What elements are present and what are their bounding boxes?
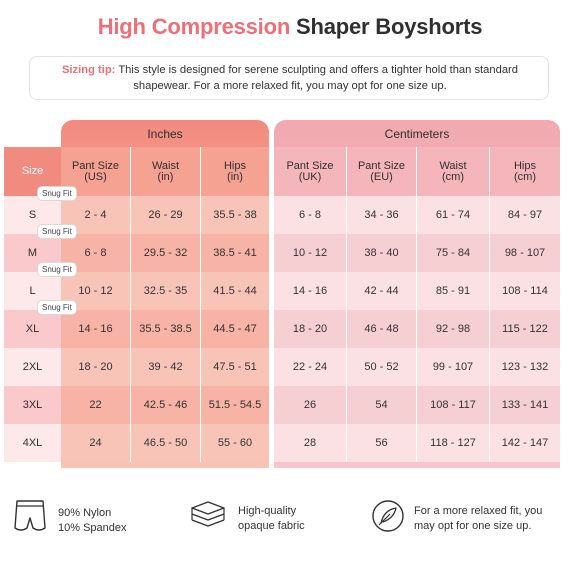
size-cell: XL Snug Fit: [4, 300, 77, 348]
hips-cm-cell: 98 - 107: [489, 234, 560, 272]
us-pant-size-cell: 14 - 16: [61, 310, 130, 348]
waist-cm-cell: 85 - 91: [416, 272, 489, 310]
table-row: L Snug Fit 10 - 12 32.5 - 35 41.5 - 44 14…: [4, 262, 560, 310]
table-row: XL Snug Fit 14 - 16 35.5 - 38.5 44.5 - 47…: [4, 300, 560, 348]
boyshorts-outline-icon: [12, 498, 48, 543]
hips-cm-cell: 108 - 114: [489, 272, 560, 310]
feather-circle-icon: [370, 498, 406, 539]
hips-in-cell: 38.5 - 41: [200, 234, 269, 272]
eu-pant-size-cell: 38 - 40: [346, 234, 416, 272]
title-rest: Shaper Boyshorts: [296, 14, 483, 39]
hips-in-cell: 55 - 60: [200, 424, 269, 462]
uk-pant-size-cell: 18 - 20: [274, 310, 346, 348]
feature-quality: High-quality opaque fabric: [188, 498, 305, 539]
table-header-row: Size Pant Size (US) Waist (in) Hips (in) Pa…: [4, 147, 560, 196]
hips-cm-cell: 133 - 141: [489, 386, 560, 424]
hips-cm-header: Hips (cm): [489, 147, 560, 196]
hips-in-cell: 41.5 - 44: [200, 272, 269, 310]
waist-cm-cell: 61 - 74: [416, 196, 489, 234]
size-cell: S Snug Fit: [4, 186, 77, 234]
hips-in-header: Hips (in): [200, 147, 269, 196]
sizing-tip-label: Sizing tip:: [61, 64, 116, 76]
waist-cm-header: Waist (cm): [416, 147, 489, 196]
uk-pant-size-cell: 26: [274, 386, 346, 424]
hips-cm-cell: 84 - 97: [489, 196, 560, 234]
snug-fit-badge: Snug Fit: [37, 300, 77, 315]
fit-line-2: may opt for one size up.: [414, 519, 532, 532]
fabric-line-2: 10% Spandex: [58, 521, 127, 534]
snug-fit-badge: Snug Fit: [37, 224, 77, 239]
feature-fabric: 90% Nylon 10% Spandex: [12, 498, 127, 543]
eu-pant-size-cell: 54: [346, 386, 416, 424]
size-cell: 2XL: [4, 348, 61, 386]
waist-cm-cell: 75 - 84: [416, 234, 489, 272]
uk-pant-size-cell: 6 - 8: [274, 196, 346, 234]
waist-in-header: Waist (in): [130, 147, 200, 196]
uk-pant-size-cell: 14 - 16: [274, 272, 346, 310]
uk-pant-size-cell: 28: [274, 424, 346, 462]
waist-cm-cell: 108 - 117: [416, 386, 489, 424]
waist-in-cell: 35.5 - 38.5: [130, 310, 200, 348]
uk-pant-size-cell: 10 - 12: [274, 234, 346, 272]
page-title: High Compression Shaper Boyshorts: [0, 14, 580, 40]
snug-fit-badge: Snug Fit: [37, 186, 77, 201]
eu-pant-size-cell: 56: [346, 424, 416, 462]
waist-cm-cell: 92 - 98: [416, 310, 489, 348]
size-chart-table: Size Pant Size (US) Waist (in) Hips (in) Pa…: [4, 147, 560, 462]
eu-pant-size-cell: 42 - 44: [346, 272, 416, 310]
quality-line-2: opaque fabric: [238, 519, 305, 532]
fit-line-1: For a more relaxed fit, you: [414, 504, 543, 517]
hips-cm-cell: 123 - 132: [489, 348, 560, 386]
uk-pant-size-header: Pant Size (UK): [274, 147, 346, 196]
table-row: 2XL 18 - 20 39 - 42 47.5 - 51 22 - 24 50…: [4, 348, 560, 386]
hips-cm-cell: 142 - 147: [489, 424, 560, 462]
hips-in-cell: 51.5 - 54.5: [200, 386, 269, 424]
table-row: 3XL 22 42.5 - 46 51.5 - 54.5 26 54 108 -…: [4, 386, 560, 424]
table-row: S Snug Fit 2 - 4 26 - 29 35.5 - 38 6 - 8 …: [4, 186, 560, 234]
us-pant-size-cell: 6 - 8: [61, 234, 130, 272]
size-cell: 4XL: [4, 424, 61, 462]
waist-cm-cell: 99 - 107: [416, 348, 489, 386]
fabric-line-1: 90% Nylon: [58, 506, 112, 519]
feature-fit: For a more relaxed fit, you may opt for …: [370, 498, 542, 539]
sizing-tip-text: This style is designed for serene sculpt…: [118, 64, 519, 92]
hips-in-cell: 35.5 - 38: [200, 196, 269, 234]
table-row: M Snug Fit 6 - 8 29.5 - 32 38.5 - 41 10 -…: [4, 224, 560, 272]
waist-in-cell: 29.5 - 32: [130, 234, 200, 272]
inches-group-header: Inches: [147, 127, 183, 141]
eu-pant-size-cell: 50 - 52: [346, 348, 416, 386]
size-cell: 3XL: [4, 386, 61, 424]
table-row: 4XL 24 46.5 - 50 55 - 60 28 56 118 - 127…: [4, 424, 560, 462]
quality-line-1: High-quality: [238, 504, 297, 517]
uk-pant-size-cell: 22 - 24: [274, 348, 346, 386]
waist-in-cell: 32.5 - 35: [130, 272, 200, 310]
snug-fit-badge: Snug Fit: [37, 262, 77, 277]
features-strip: 90% Nylon 10% Spandex High-quality opaqu…: [0, 488, 580, 568]
size-cell: L Snug Fit: [4, 262, 77, 310]
waist-in-cell: 39 - 42: [130, 348, 200, 386]
us-pant-size-cell: 24: [61, 424, 130, 462]
title-accent: High Compression: [97, 14, 291, 39]
fabric-layers-icon: [188, 498, 228, 539]
centimeters-group-header: Centimeters: [384, 127, 450, 141]
eu-pant-size-cell: 34 - 36: [346, 196, 416, 234]
hips-in-cell: 44.5 - 47: [200, 310, 269, 348]
waist-in-cell: 26 - 29: [130, 196, 200, 234]
hips-in-cell: 47.5 - 51: [200, 348, 269, 386]
waist-cm-cell: 118 - 127: [416, 424, 489, 462]
waist-in-cell: 42.5 - 46: [130, 386, 200, 424]
sizing-tip-box: Sizing tip: This style is designed for s…: [29, 56, 549, 100]
eu-pant-size-header: Pant Size (EU): [346, 147, 416, 196]
eu-pant-size-cell: 46 - 48: [346, 310, 416, 348]
us-pant-size-cell: 22: [61, 386, 130, 424]
us-pant-size-cell: 18 - 20: [61, 348, 130, 386]
waist-in-cell: 46.5 - 50: [130, 424, 200, 462]
hips-cm-cell: 115 - 122: [489, 310, 560, 348]
